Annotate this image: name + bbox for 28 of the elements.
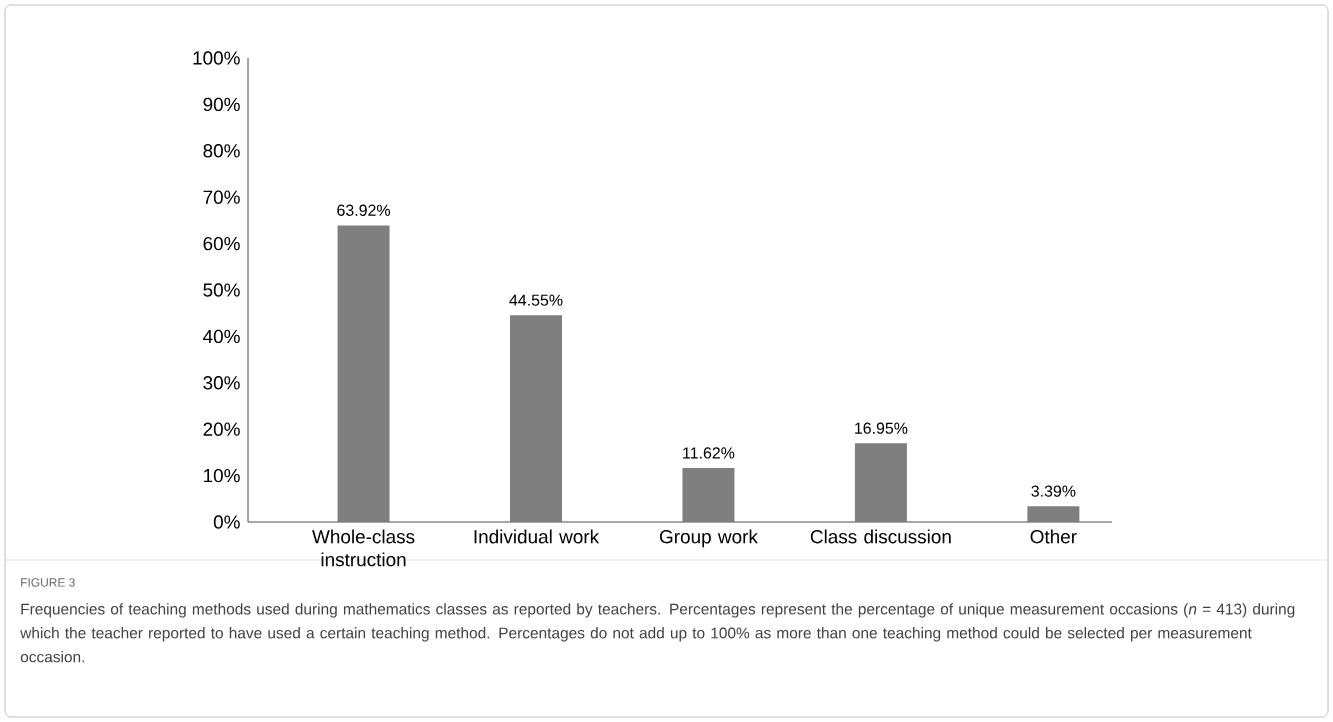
y-tick-label: 50% bbox=[203, 283, 240, 297]
y-tick-label: 30% bbox=[203, 376, 240, 390]
data-label: 3.39% bbox=[1031, 485, 1076, 497]
x-tick-label: Whole-class instruction bbox=[312, 529, 415, 567]
bar bbox=[337, 225, 390, 523]
y-tick-label: 0% bbox=[213, 515, 240, 529]
y-tick-label: 60% bbox=[203, 236, 240, 251]
x-tick-label: Individual work bbox=[474, 529, 600, 544]
data-label: 11.62% bbox=[683, 447, 735, 459]
data-label: 16.95% bbox=[855, 422, 908, 434]
y-tick-label: 90% bbox=[203, 97, 240, 112]
data-label: 63.92% bbox=[337, 204, 391, 216]
x-tick-label: Class discussion bbox=[810, 529, 951, 544]
bar bbox=[510, 315, 563, 523]
y-tick-label: 80% bbox=[203, 144, 240, 158]
y-tick-label: 70% bbox=[203, 190, 240, 204]
caption: FIGURE 3 bbox=[21, 578, 75, 587]
y-tick-label: 40% bbox=[203, 329, 240, 344]
bar bbox=[1027, 506, 1080, 523]
text: Frequencies of teaching methods used during mathematics classes as reported by teachers. Percentages represent the percentage of unique measurement occasions (n = 413) during which the teacher reported to have used a certain teaching method. Percentages do not add up to 100% as more than one teaching method could be selected per measurement occasion. bbox=[20, 603, 1295, 663]
y-tick-label: 20% bbox=[203, 422, 240, 436]
y-tick-label: 10% bbox=[204, 468, 240, 483]
y-tick-label: 100% bbox=[193, 51, 240, 65]
x-tick-label: Other bbox=[1030, 529, 1077, 544]
bar bbox=[854, 443, 907, 523]
x-tick-label: Group work bbox=[659, 529, 758, 548]
data-label: 44.55% bbox=[509, 294, 563, 306]
bar bbox=[682, 468, 735, 523]
